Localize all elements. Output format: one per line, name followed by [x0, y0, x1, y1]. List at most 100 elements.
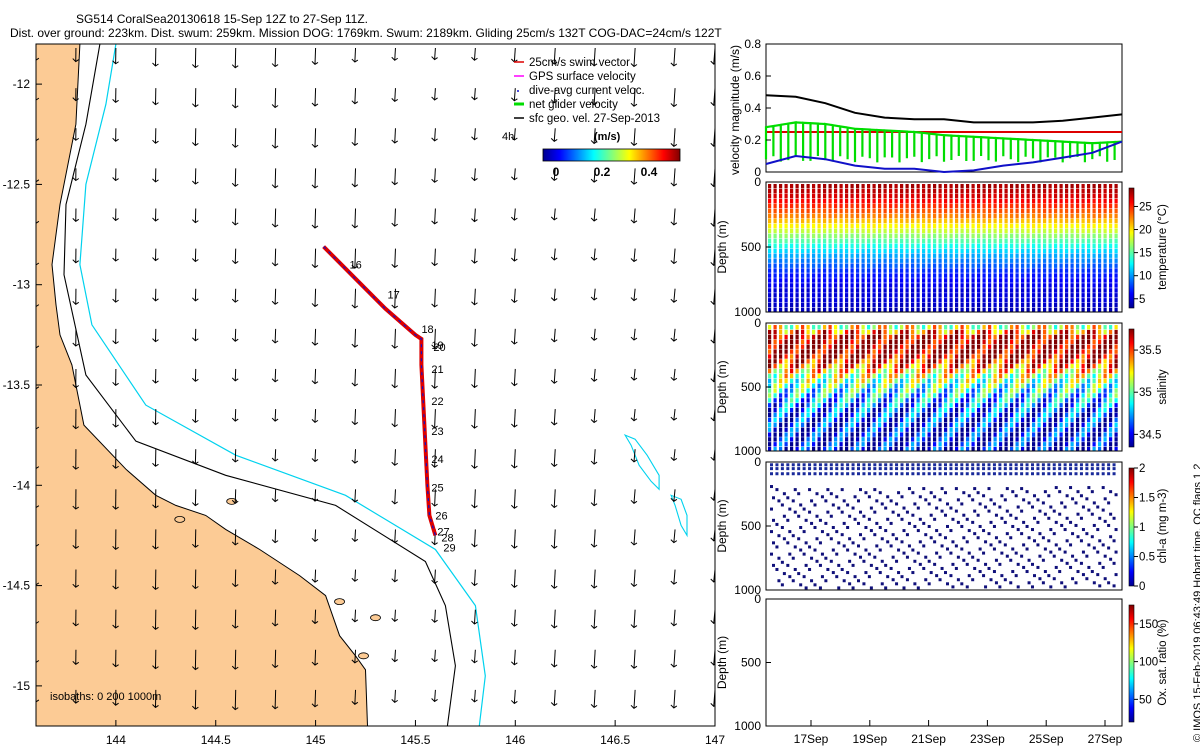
profile-cell — [1070, 383, 1074, 388]
profile-cell — [1103, 268, 1107, 273]
profile-cell — [1010, 228, 1014, 234]
profile-cell — [1010, 198, 1014, 204]
profile-cell — [911, 198, 915, 204]
profile-cell — [839, 349, 843, 354]
profile-cell — [1037, 253, 1041, 258]
current-vector-head — [550, 663, 558, 668]
profile-cell — [790, 417, 794, 423]
profile-cell — [1065, 233, 1069, 239]
profile-cell — [1092, 223, 1096, 229]
current-vector-head — [272, 747, 278, 750]
profile-cell — [828, 238, 832, 244]
profile-cell — [817, 412, 821, 418]
current-vector — [473, 609, 476, 625]
profile-cell — [856, 273, 860, 278]
chl-point — [954, 463, 958, 467]
profile-cell — [933, 203, 937, 209]
profile-cell — [773, 258, 777, 263]
profile-cell — [828, 198, 832, 204]
profile-cell — [1103, 417, 1107, 423]
profile-cell — [971, 427, 975, 432]
profile-cell — [779, 298, 783, 303]
current-vector — [553, 328, 556, 342]
profile-cell — [982, 308, 986, 313]
current-vector-head — [271, 223, 279, 228]
current-vector — [553, 569, 556, 589]
profile-cell — [812, 243, 816, 248]
chl-point — [775, 472, 779, 476]
profile-cell — [955, 288, 959, 293]
profile-cell — [861, 243, 865, 248]
profile-cell — [878, 233, 882, 239]
profile-cell — [1010, 189, 1014, 194]
chl-point — [949, 467, 953, 471]
profile-cell — [872, 422, 876, 427]
velocity-ytick-label: 0 — [754, 165, 761, 179]
profile-cell — [801, 293, 805, 298]
profile-cell — [1070, 393, 1074, 398]
profile-cell — [795, 248, 799, 253]
profile-cell — [801, 288, 805, 293]
profile-cell — [850, 368, 854, 374]
profile-cell — [1114, 344, 1118, 349]
profile-cell — [1021, 233, 1025, 239]
depth-ytick-label: 500 — [741, 519, 761, 533]
profile-cell — [933, 248, 937, 253]
profile-cell — [966, 325, 970, 330]
profile-cell — [867, 198, 871, 204]
profile-cell — [779, 203, 783, 209]
current-vector-head — [152, 379, 159, 384]
profile-cell — [1015, 278, 1019, 283]
chl-point — [960, 463, 964, 467]
profile-cell — [883, 208, 887, 214]
chl-point — [1038, 509, 1042, 513]
profile-cell — [900, 213, 904, 219]
profile-cell — [1032, 248, 1036, 253]
profile-cell — [1032, 393, 1036, 398]
profile-cell — [812, 383, 816, 388]
chl-point — [1092, 581, 1096, 585]
profile-cell — [1092, 268, 1096, 273]
profile-cell — [883, 417, 887, 423]
profile-cell — [1065, 427, 1069, 432]
profile-cell — [812, 427, 816, 432]
profile-cell — [1010, 354, 1014, 359]
profile-cell — [966, 349, 970, 354]
profile-cell — [1065, 293, 1069, 298]
profile-cell — [795, 378, 799, 384]
profile-cell — [1114, 228, 1118, 234]
chl-point — [1085, 467, 1089, 471]
profile-cell — [966, 193, 970, 199]
profile-cell — [856, 364, 860, 369]
profile-cell — [839, 248, 843, 253]
profile-cell — [1048, 334, 1052, 340]
profile-cell — [839, 368, 843, 374]
profile-cell — [1026, 198, 1030, 204]
profile-cell — [988, 432, 992, 437]
profile-cell — [856, 325, 860, 330]
chl-point — [1031, 472, 1034, 476]
profile-cell — [1043, 329, 1047, 335]
profile-cell — [823, 403, 827, 408]
profile-cell — [999, 283, 1003, 288]
profile-cell — [1070, 258, 1074, 263]
profile-cell — [927, 213, 931, 219]
profile-cell — [977, 213, 981, 219]
profile-cell — [988, 253, 992, 258]
current-vector-head — [391, 699, 399, 704]
profile-cell — [817, 268, 821, 273]
colorbar-tick-label: 34.5 — [1139, 429, 1161, 441]
chl-point — [929, 571, 933, 575]
chl-point — [1101, 472, 1105, 476]
current-vector-head — [231, 458, 239, 463]
profile-cell — [845, 447, 849, 452]
profile-cell — [784, 378, 788, 384]
profile-cell — [922, 403, 926, 408]
current-vector — [633, 128, 636, 146]
profile-cell — [1032, 278, 1036, 283]
profile-cell — [1048, 298, 1052, 303]
profile-cell — [938, 442, 942, 447]
profile-cell — [817, 228, 821, 234]
chl-point — [1000, 551, 1004, 555]
current-vector-head — [630, 258, 638, 263]
